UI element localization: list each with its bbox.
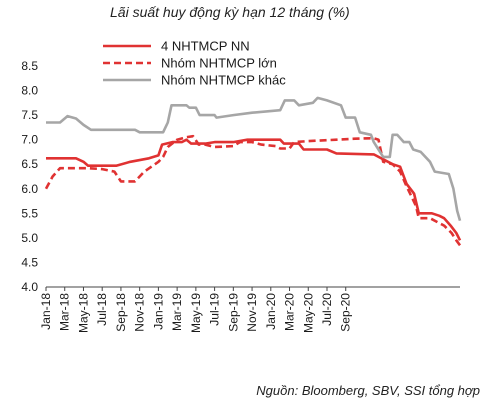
x-tick-label: Jan-20	[264, 293, 278, 330]
y-tick-label: 6.0	[21, 182, 38, 196]
x-tick-label: Nov-19	[245, 293, 259, 332]
y-tick-label: 5.5	[21, 206, 38, 220]
x-tick-label: Sep-18	[114, 293, 128, 332]
x-tick-label: Sep-19	[226, 293, 240, 332]
series-line-3	[46, 96, 462, 222]
x-tick-label: Mar-19	[170, 293, 184, 331]
y-tick-label: 7.5	[21, 108, 38, 122]
y-tick-label: 4.5	[21, 255, 38, 269]
x-tick-label: May-20	[301, 293, 315, 333]
source-note: Nguồn: Bloomberg, SBV, SSI tổng hợp	[256, 383, 480, 398]
chart-title: Lãi suất huy động kỳ hạn 12 tháng (%)	[110, 4, 350, 20]
x-tick-label: Nov-18	[133, 293, 147, 332]
y-tick-label: 6.5	[21, 157, 38, 171]
x-tick-label: Jan-19	[151, 293, 165, 330]
x-tick-label: Jul-18	[95, 293, 109, 326]
legend-label-2: Nhóm NHTMCP lớn	[161, 56, 277, 71]
x-tick-label: Sep-20	[339, 293, 353, 332]
x-tick-label: Jul-19	[208, 293, 222, 326]
x-tick-label: Mar-18	[58, 293, 72, 331]
legend-label-1: 4 NHTMCP NN	[161, 39, 250, 54]
y-tick-label: 8.5	[21, 59, 38, 73]
legend-label-3: Nhóm NHTMCP khác	[161, 73, 286, 88]
series-line-2	[44, 134, 462, 247]
x-tick-label: May-19	[189, 293, 203, 333]
series-line-1	[46, 138, 462, 241]
x-tick-label: Jan-18	[39, 293, 53, 330]
y-tick-label: 5.0	[21, 231, 38, 245]
x-tick-label: Mar-20	[283, 293, 297, 331]
x-tick-label: May-18	[76, 293, 90, 333]
x-tick-label: Jul-20	[320, 293, 334, 326]
y-tick-label: 7.0	[21, 133, 38, 147]
y-tick-label: 4.0	[21, 280, 38, 294]
y-tick-label: 8.0	[21, 84, 38, 98]
